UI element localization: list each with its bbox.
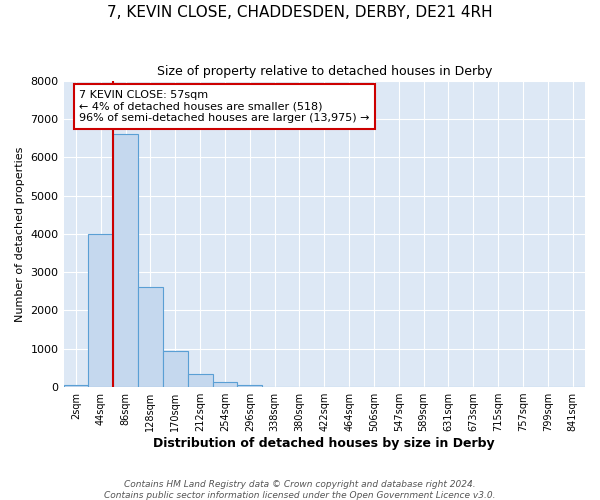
Bar (138, 288, 163, 387)
Bar (113, 134, 138, 387)
Bar (212, 382, 238, 387)
Title: Size of property relative to detached houses in Derby: Size of property relative to detached ho… (157, 65, 492, 78)
Text: 7, KEVIN CLOSE, CHADDESDEN, DERBY, DE21 4RH: 7, KEVIN CLOSE, CHADDESDEN, DERBY, DE21 … (107, 5, 493, 20)
Bar (88, 234, 113, 387)
Text: Contains HM Land Registry data © Crown copyright and database right 2024.
Contai: Contains HM Land Registry data © Crown c… (104, 480, 496, 500)
Bar (163, 350, 188, 387)
Bar (64, 385, 88, 387)
X-axis label: Distribution of detached houses by size in Derby: Distribution of detached houses by size … (154, 437, 495, 450)
Bar (238, 385, 262, 387)
Y-axis label: Number of detached properties: Number of detached properties (15, 146, 25, 322)
Text: 7 KEVIN CLOSE: 57sqm
← 4% of detached houses are smaller (518)
96% of semi-detac: 7 KEVIN CLOSE: 57sqm ← 4% of detached ho… (79, 90, 370, 123)
Bar (188, 374, 212, 387)
